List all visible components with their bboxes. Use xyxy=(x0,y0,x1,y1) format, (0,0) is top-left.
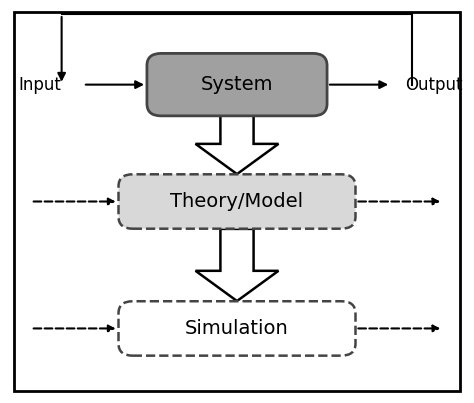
FancyBboxPatch shape xyxy=(147,53,327,116)
Text: System: System xyxy=(201,75,273,94)
Polygon shape xyxy=(195,229,279,301)
Text: Input: Input xyxy=(19,76,62,93)
FancyBboxPatch shape xyxy=(118,301,356,356)
FancyBboxPatch shape xyxy=(118,174,356,229)
Text: Output: Output xyxy=(405,76,463,93)
Text: Theory/Model: Theory/Model xyxy=(171,192,303,211)
Polygon shape xyxy=(195,115,279,174)
Text: Simulation: Simulation xyxy=(185,319,289,338)
